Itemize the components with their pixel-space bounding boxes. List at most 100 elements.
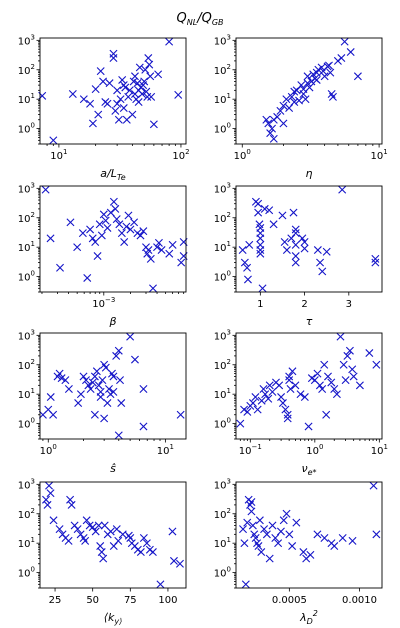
data-point-marker bbox=[91, 527, 100, 536]
data-point-marker bbox=[265, 381, 274, 390]
data-point-marker bbox=[112, 525, 121, 534]
data-point-marker bbox=[299, 85, 308, 94]
data-point-marker bbox=[320, 72, 329, 81]
data-point-marker bbox=[264, 119, 273, 128]
data-point-marker bbox=[168, 527, 177, 536]
x-tick-label: 102 bbox=[172, 148, 189, 162]
y-tick-label: 102 bbox=[214, 63, 231, 77]
data-point-marker bbox=[315, 381, 324, 390]
data-point-marker bbox=[61, 376, 70, 385]
data-point-marker bbox=[118, 75, 127, 84]
data-point-marker bbox=[114, 115, 123, 124]
data-point-marker bbox=[124, 211, 133, 220]
y-tick-label: 100 bbox=[214, 122, 231, 136]
data-point-marker bbox=[41, 185, 50, 194]
data-point-marker bbox=[139, 534, 148, 542]
y-tick-label: 100 bbox=[18, 270, 35, 284]
data-point-marker bbox=[286, 385, 295, 393]
data-point-marker bbox=[316, 258, 325, 267]
data-point-marker bbox=[91, 238, 100, 246]
data-point-marker bbox=[289, 208, 298, 217]
data-point-marker bbox=[257, 396, 266, 405]
data-point-marker bbox=[255, 516, 264, 525]
data-point-marker bbox=[269, 134, 278, 143]
data-point-marker bbox=[256, 246, 265, 255]
data-point-marker bbox=[288, 367, 297, 376]
data-point-marker bbox=[105, 79, 114, 88]
plot-frame bbox=[235, 332, 383, 440]
scatter-panel-5: 100 101 100 101 102 103 ŝ bbox=[18, 328, 187, 475]
data-point-marker bbox=[318, 385, 327, 393]
y-tick-label: 102 bbox=[214, 358, 231, 372]
data-points bbox=[41, 185, 188, 293]
data-point-marker bbox=[295, 96, 304, 105]
data-point-marker bbox=[276, 106, 285, 115]
x-tick-label: 50 bbox=[86, 595, 99, 606]
data-point-marker bbox=[144, 54, 153, 63]
data-point-marker bbox=[128, 110, 137, 119]
data-point-marker bbox=[83, 273, 92, 282]
y-tick-label: 101 bbox=[18, 240, 35, 254]
data-point-marker bbox=[277, 393, 286, 402]
data-point-marker bbox=[105, 385, 113, 393]
data-point-marker bbox=[338, 185, 347, 194]
data-point-marker bbox=[327, 378, 336, 387]
data-point-marker bbox=[253, 405, 262, 414]
data-point-marker bbox=[49, 136, 58, 145]
data-point-marker bbox=[240, 405, 249, 414]
data-point-marker bbox=[64, 385, 73, 393]
data-point-marker bbox=[285, 530, 294, 539]
data-point-marker bbox=[146, 72, 155, 81]
data-point-marker bbox=[265, 206, 274, 215]
data-point-marker bbox=[371, 254, 380, 263]
data-point-marker bbox=[320, 360, 329, 369]
data-point-marker bbox=[74, 399, 83, 408]
data-point-marker bbox=[371, 258, 380, 267]
data-point-marker bbox=[109, 372, 118, 381]
data-point-marker bbox=[243, 518, 252, 527]
data-point-marker bbox=[103, 223, 112, 232]
data-point-marker bbox=[81, 536, 90, 545]
data-point-marker bbox=[78, 229, 87, 238]
x-tick-label: 101 bbox=[370, 148, 387, 162]
y-tick-label: 100 bbox=[214, 417, 231, 431]
data-point-marker bbox=[322, 410, 331, 419]
data-point-marker bbox=[148, 548, 157, 557]
data-point-marker bbox=[369, 481, 378, 490]
data-point-marker bbox=[243, 275, 252, 284]
data-point-marker bbox=[254, 199, 263, 208]
data-point-marker bbox=[280, 238, 289, 246]
data-point-marker bbox=[93, 252, 102, 261]
data-point-marker bbox=[251, 393, 260, 402]
data-point-marker bbox=[94, 521, 103, 530]
data-point-marker bbox=[98, 376, 107, 385]
data-point-marker bbox=[345, 346, 354, 355]
data-point-marker bbox=[113, 99, 122, 108]
x-tick-label: 10−1 bbox=[239, 443, 262, 457]
data-point-marker bbox=[320, 534, 329, 542]
data-point-marker bbox=[113, 86, 122, 95]
data-point-marker bbox=[95, 220, 104, 229]
data-point-marker bbox=[149, 284, 157, 293]
data-point-marker bbox=[117, 229, 126, 238]
data-point-marker bbox=[86, 385, 95, 393]
x-tick-label: 100 bbox=[306, 443, 323, 457]
data-point-marker bbox=[241, 580, 250, 589]
data-point-marker bbox=[114, 431, 123, 440]
data-point-marker bbox=[282, 95, 291, 104]
data-point-marker bbox=[247, 507, 256, 516]
data-point-marker bbox=[46, 489, 55, 498]
data-point-marker bbox=[99, 554, 108, 563]
data-point-marker bbox=[337, 54, 346, 63]
data-point-marker bbox=[332, 390, 341, 399]
data-point-marker bbox=[56, 263, 65, 272]
data-point-marker bbox=[297, 81, 306, 90]
data-point-marker bbox=[66, 218, 75, 227]
data-point-marker bbox=[301, 95, 310, 104]
data-point-marker bbox=[111, 204, 120, 213]
data-point-marker bbox=[112, 215, 121, 224]
data-point-marker bbox=[92, 367, 101, 376]
data-point-marker bbox=[306, 550, 315, 559]
data-point-marker bbox=[117, 399, 126, 408]
